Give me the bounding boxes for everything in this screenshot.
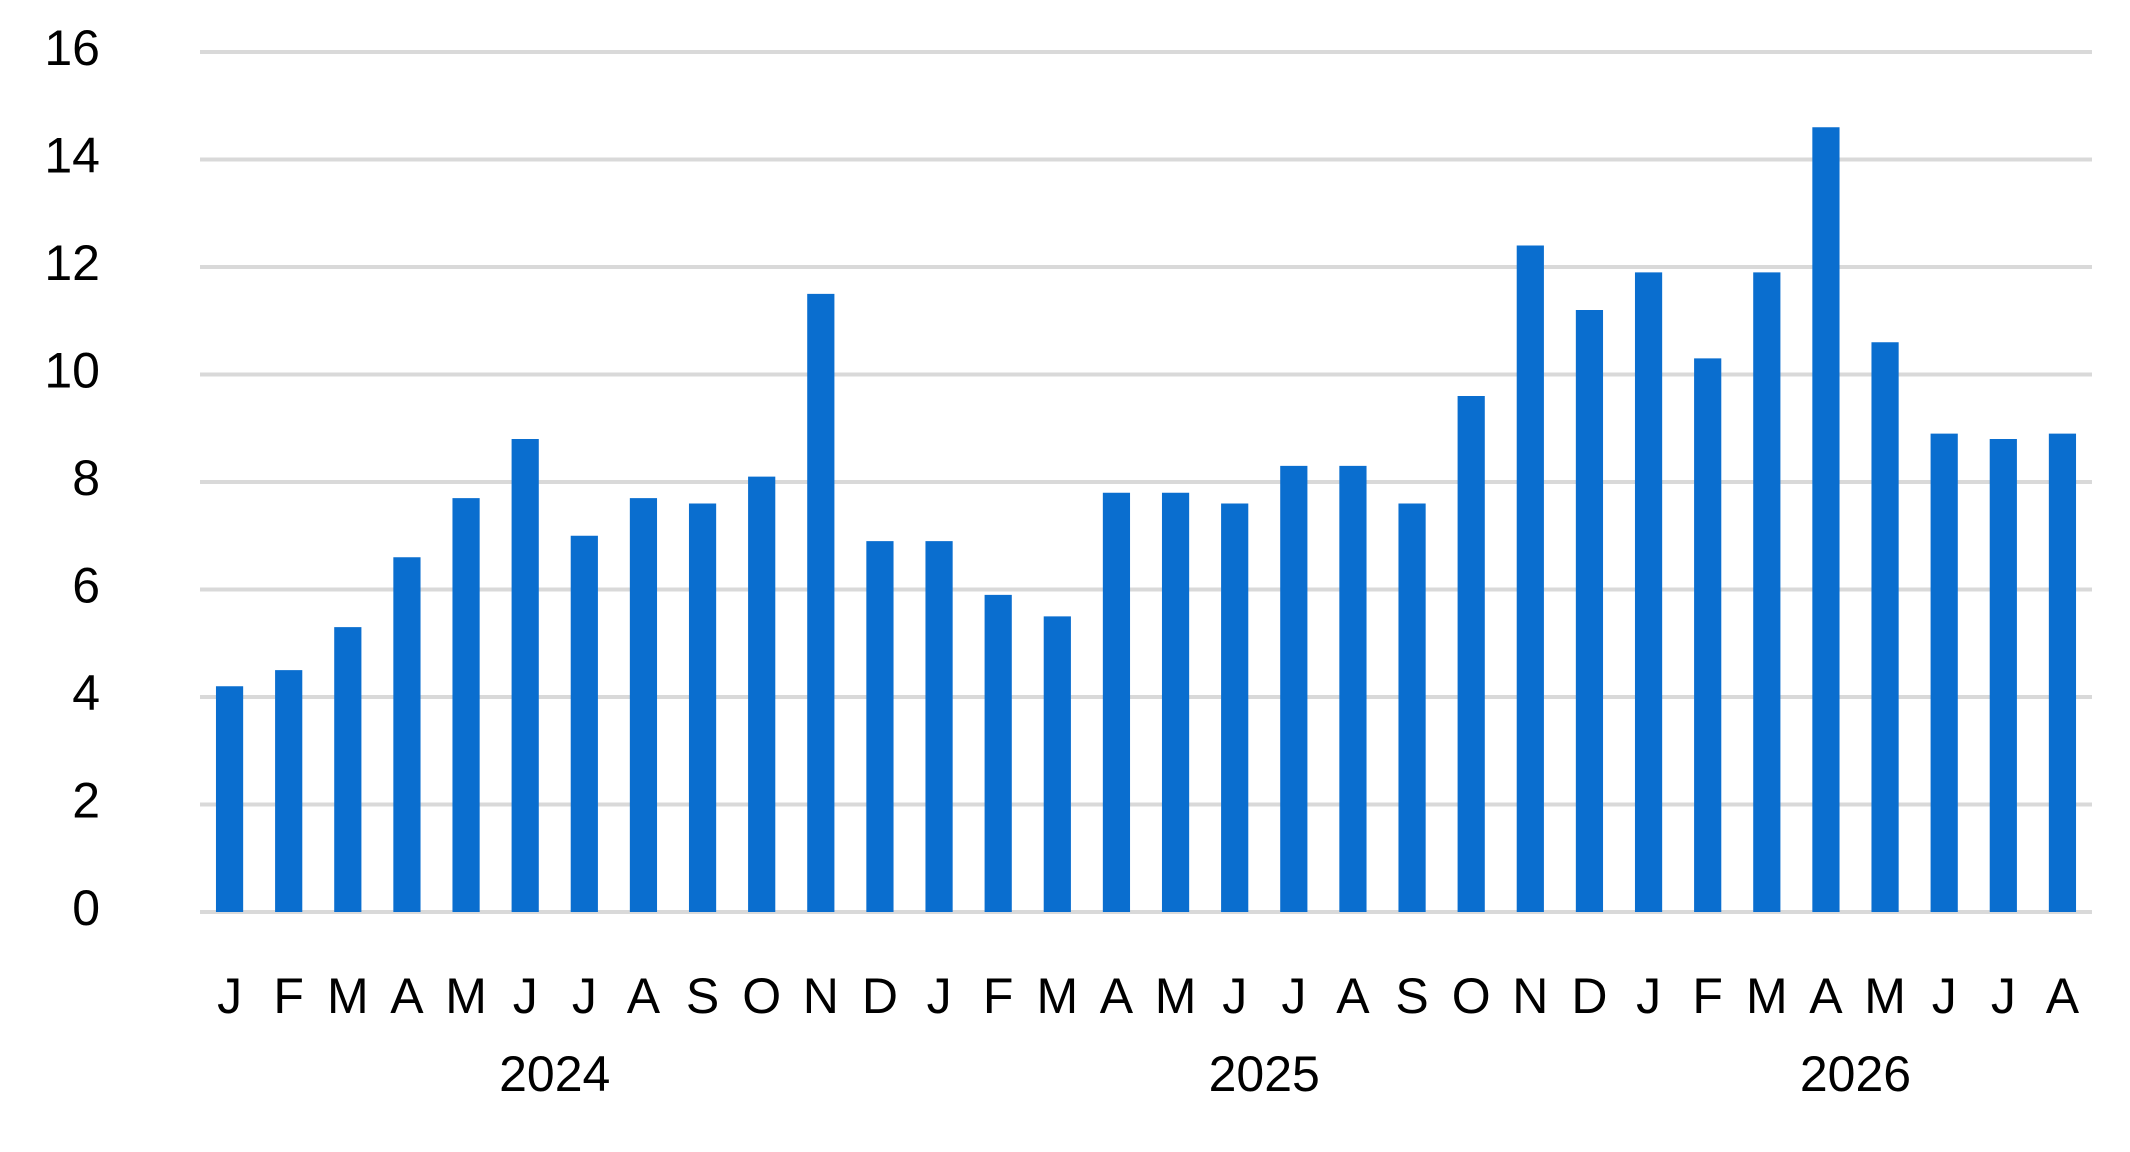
- y-tick-label: 12: [44, 235, 100, 291]
- bar: [1812, 127, 1840, 912]
- x-tick-label: D: [862, 968, 898, 1024]
- x-tick-label: F: [273, 968, 304, 1024]
- bar: [688, 503, 717, 912]
- bar: [984, 594, 1012, 912]
- x-tick-label: O: [1452, 968, 1491, 1024]
- x-tick-label: M: [445, 968, 487, 1024]
- y-tick-label: 6: [72, 558, 100, 614]
- bar: [807, 293, 835, 912]
- bar: [1930, 433, 1958, 912]
- x-tick-label: S: [686, 968, 719, 1024]
- x-tick-label: J: [513, 968, 538, 1024]
- bar: [393, 557, 421, 912]
- x-tick-label: A: [627, 968, 661, 1024]
- x-tick-label: S: [1395, 968, 1428, 1024]
- x-tick-label: J: [1991, 968, 2016, 1024]
- y-tick-label: 8: [72, 450, 100, 506]
- x-tick-label: J: [217, 968, 242, 1024]
- bar: [1043, 616, 1071, 912]
- bar: [1871, 342, 1899, 912]
- bar: [452, 498, 480, 912]
- x-tick-label: A: [1809, 968, 1843, 1024]
- bar: [1634, 272, 1663, 912]
- x-tick-label: A: [2046, 968, 2080, 1024]
- x-tick-label: A: [390, 968, 424, 1024]
- x-tick-label: J: [1636, 968, 1661, 1024]
- x-tick-label: D: [1571, 968, 1607, 1024]
- bar: [1989, 439, 2017, 912]
- x-tick-label: M: [1036, 968, 1078, 1024]
- x-tick-label: N: [1512, 968, 1548, 1024]
- y-tick-label: 2: [72, 773, 100, 829]
- x-tick-label: J: [927, 968, 952, 1024]
- bar: [1516, 245, 1544, 912]
- y-tick-label: 4: [72, 665, 100, 721]
- bar: [334, 627, 362, 912]
- x-tick-label: O: [742, 968, 781, 1024]
- y-tick-label: 10: [44, 343, 100, 399]
- bar: [1339, 465, 1367, 912]
- bar: [748, 476, 776, 912]
- x-tick-label: J: [572, 968, 597, 1024]
- bar: [511, 439, 539, 912]
- x-tick-label: M: [1864, 968, 1906, 1024]
- x-tick-label: J: [1222, 968, 1247, 1024]
- y-tick-label: 0: [72, 880, 100, 936]
- bar: [1575, 310, 1604, 912]
- bar: [570, 535, 598, 912]
- x-tick-label: N: [803, 968, 839, 1024]
- x-tick-label: J: [1281, 968, 1306, 1024]
- x-tick-label: F: [983, 968, 1014, 1024]
- bar: [866, 541, 894, 912]
- x-tick-label: A: [1100, 968, 1134, 1024]
- bar: [1161, 492, 1190, 912]
- bar: [1221, 503, 1249, 912]
- bar: [629, 498, 658, 912]
- y-tick-label: 16: [44, 20, 100, 76]
- bar: [1102, 492, 1131, 912]
- bar: [1280, 465, 1308, 912]
- bar: [215, 686, 244, 912]
- x-tick-label: F: [1692, 968, 1723, 1024]
- x-group-label: 2025: [1209, 1046, 1320, 1102]
- x-tick-label: J: [1932, 968, 1957, 1024]
- bar: [925, 541, 953, 912]
- bar: [1694, 358, 1722, 912]
- x-tick-label: M: [327, 968, 369, 1024]
- x-group-label: 2024: [499, 1046, 610, 1102]
- bar: [2048, 433, 2077, 912]
- x-group-label: 2026: [1800, 1046, 1911, 1102]
- bar: [1753, 272, 1781, 912]
- x-tick-label: M: [1155, 968, 1197, 1024]
- x-tick-label: A: [1336, 968, 1370, 1024]
- bar: [1457, 396, 1485, 912]
- x-tick-label: M: [1746, 968, 1788, 1024]
- y-tick-label: 14: [44, 128, 100, 184]
- bar: [1398, 503, 1426, 912]
- bar: [275, 670, 303, 912]
